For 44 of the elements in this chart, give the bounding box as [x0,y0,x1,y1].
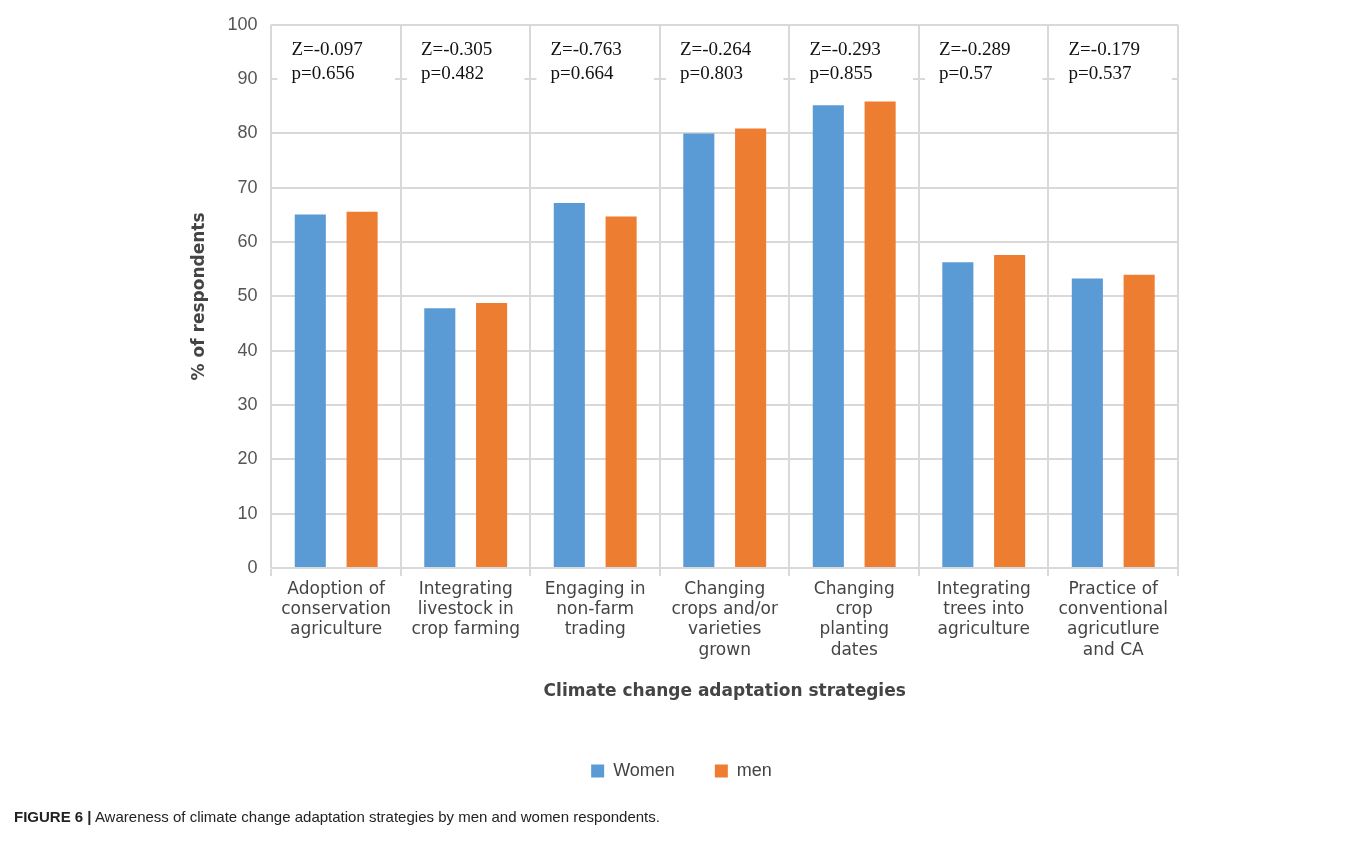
bar [1123,274,1155,567]
annotation: Z=-0.305 p=0.482 [420,38,493,84]
legend-label: men [736,759,772,780]
y-tick-label: 80 [237,122,258,143]
x-tick-label: Engaging in non-farm trading [544,577,646,639]
bar [683,133,715,567]
annotation: Z=-0.289 p=0.57 [938,38,1011,84]
y-tick-label: 30 [237,394,258,415]
y-tick-label: 10 [237,502,258,523]
bar [294,214,326,567]
bar [1071,278,1103,567]
x-axis-title: Climate change adaptation strategies [543,680,906,701]
legend-label: Women [613,759,675,780]
annotation: Z=-0.763 p=0.664 [550,38,622,84]
y-tick-label: 40 [237,339,258,360]
x-tick-label: Changing crop planting dates [813,577,895,659]
x-tick-label: Integrating livestock in crop farming [411,577,520,639]
y-tick-label: 50 [237,285,258,306]
y-tick-label: 20 [237,448,258,469]
annotation: Z=-0.264 p=0.803 [679,38,752,84]
x-tick-label: Changing crops and/or varieties grown [671,577,778,659]
annotation: Z=-0.097 p=0.656 [291,38,363,84]
bar [424,308,456,567]
y-tick-label: 100 [227,13,258,34]
y-tick-label: 70 [237,176,258,197]
caption: FIGURE 6 | Awareness of climate change adaptation strategies by men and women respondents. [14,808,660,825]
bar [994,255,1026,567]
annotation: Z=-0.293 p=0.855 [809,38,881,84]
bar [812,105,844,567]
bar [735,128,767,567]
y-axis-title: % of respondents [187,212,208,381]
bar [476,302,508,567]
bar [864,101,896,567]
x-tick-label: Practice of conventional agricutlure and CA [1058,577,1169,659]
bar [553,202,585,567]
bar [346,211,378,567]
bar [942,262,974,567]
annotation: Z=-0.179 p=0.537 [1068,38,1140,84]
y-tick-label: 90 [237,68,258,89]
x-tick-label: Adoption of conservation agriculture [281,577,392,639]
y-tick-label: 60 [237,231,258,252]
bar [605,216,637,567]
y-tick-label: 0 [247,556,258,577]
x-tick-label: Integrating trees into agriculture [936,577,1031,639]
